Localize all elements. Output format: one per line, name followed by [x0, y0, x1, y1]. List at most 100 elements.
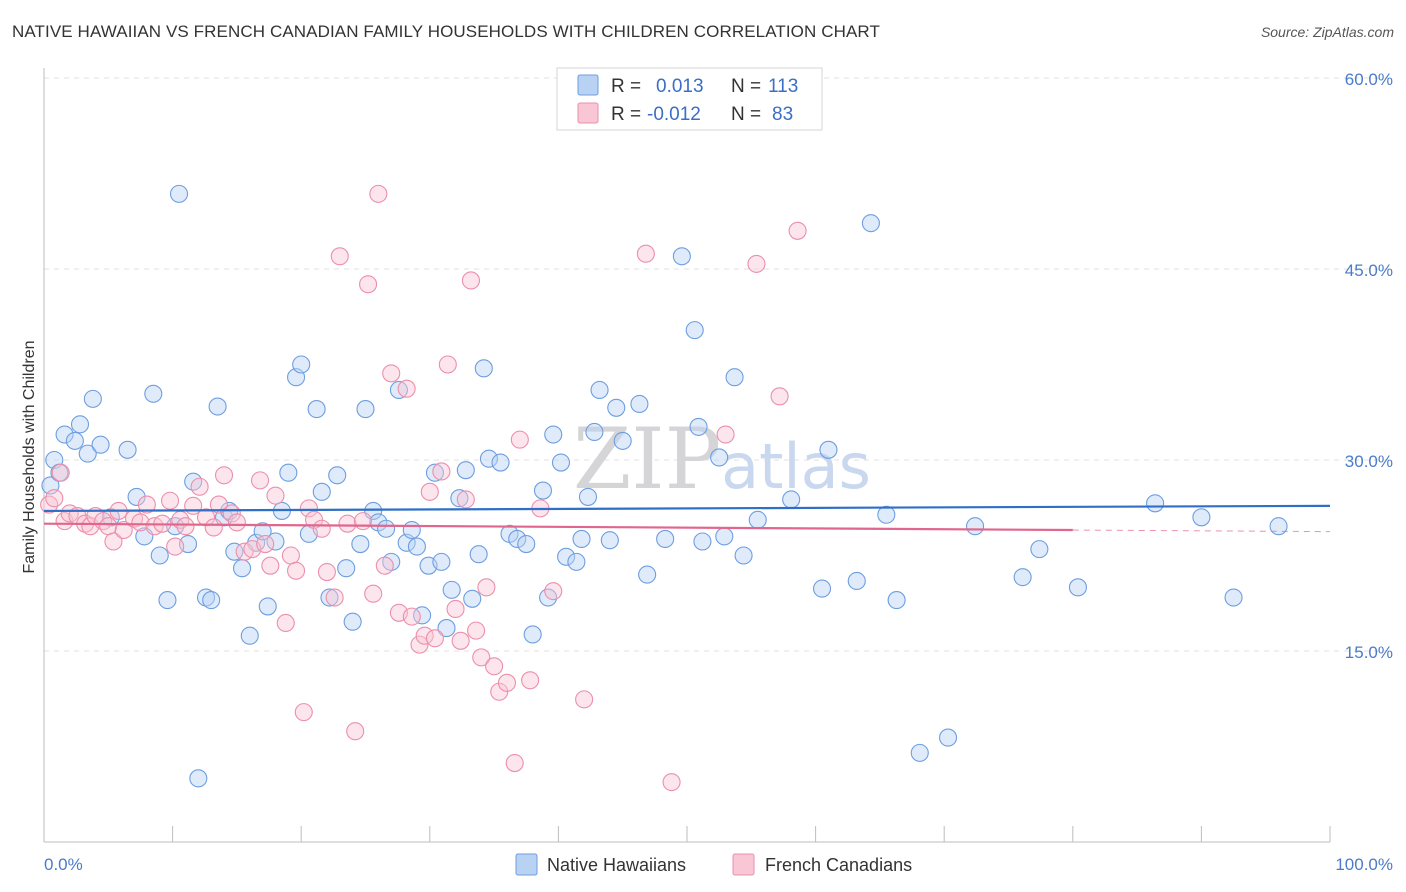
native-hawaiian-point [551, 453, 571, 472]
native-hawaiian-point [1030, 540, 1049, 559]
watermark: ZIPatlas [573, 410, 871, 508]
native-hawaiian-point [279, 463, 298, 482]
native-hawaiian-point [456, 461, 475, 480]
native-hawaiian-point [585, 422, 604, 442]
y-axis-title: Family Households with Children [21, 341, 38, 574]
french-canadian-point [438, 355, 457, 374]
native-hawaiian-point [939, 728, 958, 747]
french-canadian-point [45, 489, 64, 508]
native-hawaiian-point [1068, 578, 1087, 597]
native-hawaiian-point [442, 580, 461, 599]
legend-swatch-french-canadians [577, 102, 599, 124]
legend-n-value: 83 [772, 104, 793, 125]
native-hawaiian-point [567, 552, 586, 571]
french-canadian-point [294, 703, 313, 722]
french-canadian-point [312, 519, 331, 538]
native-hawaiian-point [351, 534, 370, 554]
french-canadian-point [410, 635, 429, 654]
native-hawaiian-point [517, 534, 536, 554]
native-hawaiian-point [607, 398, 626, 417]
legend-n-label: N = [731, 76, 761, 97]
native-hawaiian-point [312, 482, 331, 501]
french-canadian-point [190, 477, 209, 496]
native-hawaiian-trend-line [43, 504, 1331, 513]
french-canadian-point [256, 534, 275, 554]
french-canadian-point [432, 462, 451, 481]
french-canadian-point [716, 425, 735, 444]
french-canadian-point [299, 499, 318, 518]
native-hawaiian-point [572, 529, 591, 548]
french-canadian-point [770, 387, 789, 406]
legend-swatch-native-hawaiians [577, 74, 599, 96]
french-canadian-trend-line [43, 522, 1073, 532]
series-legend-label-native-hawaiians: Native Hawaiians [547, 855, 686, 875]
native-hawaiian-point [910, 743, 929, 762]
native-hawaiian-point [734, 546, 753, 565]
legend-r-value: -0.012 [647, 104, 701, 125]
series-legend-swatch-french-canadians [732, 853, 755, 876]
native-hawaiian-point [127, 487, 146, 506]
french-canadian-point [51, 463, 70, 482]
native-hawaiian-point [196, 588, 216, 607]
legend-r-value: 0.013 [656, 76, 704, 97]
french-canadian-point [369, 184, 388, 203]
native-hawaiian-point [590, 380, 609, 400]
native-hawaiian-point [307, 400, 326, 419]
native-hawaiian-point [328, 466, 347, 485]
native-hawaiian-point [70, 415, 90, 434]
french-canadian-point [227, 513, 246, 532]
native-hawaiian-point [819, 440, 838, 459]
native-hawaiian-point [377, 519, 396, 538]
y-tick-label: 60.0% [1345, 70, 1393, 89]
native-hawaiian-point [630, 394, 649, 414]
native-hawaiian-point [1192, 508, 1211, 527]
french-canadian-point [261, 556, 280, 575]
x-tick-label-max: 100.0% [1335, 855, 1393, 874]
french-canadian-point [472, 648, 491, 667]
series-legend-swatch-native-hawaiians [515, 853, 538, 876]
native-hawaiian-point [656, 529, 675, 548]
french-canadian-point [209, 495, 228, 514]
french-canadian-point [662, 773, 681, 792]
native-hawaiian-point [225, 542, 244, 561]
french-canadian-point [485, 657, 504, 676]
french-canadian-point [446, 599, 465, 619]
french-canadian-point [281, 546, 300, 565]
native-hawaiian-point [169, 184, 189, 203]
native-hawaiian-point [202, 591, 221, 610]
french-canadian-point [359, 275, 378, 294]
french-canadian-point [456, 490, 475, 509]
x-tick-label-min: 0.0% [44, 855, 83, 874]
native-hawaiian-point [437, 619, 456, 638]
y-tick-labels: 15.0% 30.0% 45.0% 60.0% [1345, 70, 1393, 662]
legend-frame [556, 67, 823, 131]
native-hawaiian-point [55, 425, 74, 444]
native-hawaiian-point [292, 355, 311, 374]
french-canadian-point [544, 582, 563, 601]
native-hawaiian-point [78, 444, 97, 463]
native-hawaiian-point [479, 449, 499, 468]
native-hawaiian-point [693, 532, 712, 551]
native-hawaiian-point [638, 565, 657, 584]
native-hawaiian-point [782, 490, 801, 509]
native-hawaiian-point [337, 559, 356, 578]
french-canadian-point [575, 690, 594, 709]
native-hawaiian-point [847, 571, 866, 591]
french-canadian-point [176, 517, 195, 536]
french-canadian-point [114, 520, 133, 540]
french-canadian-point [94, 512, 113, 531]
native-hawaiian-point [91, 435, 110, 454]
french-canadian-point [397, 379, 416, 398]
french-canadian-point [330, 247, 349, 266]
y-tick-label: 45.0% [1345, 261, 1393, 280]
native-hawaiian-point [320, 588, 339, 607]
native-hawaiian-point [240, 626, 259, 645]
native-hawaiian-point [407, 537, 426, 556]
french-canadian-point [505, 754, 524, 773]
native-hawaiian-point [725, 368, 744, 387]
native-hawaiian-point [450, 489, 469, 508]
native-hawaiian-point [672, 247, 691, 266]
native-hawaiian-point [1146, 494, 1165, 513]
native-hawaiian-point [232, 559, 252, 578]
french-canadian-point [250, 471, 270, 490]
